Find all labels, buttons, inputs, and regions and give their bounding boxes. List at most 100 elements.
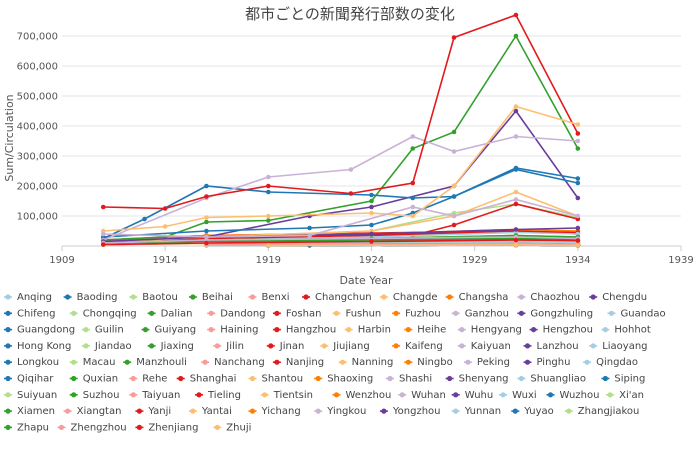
legend-item[interactable]: Siping bbox=[601, 374, 645, 385]
legend-item[interactable]: Zhuji bbox=[213, 422, 251, 433]
legend-item[interactable]: Harbin bbox=[344, 325, 391, 336]
legend-item[interactable]: Tientsin bbox=[260, 390, 313, 401]
legend-item[interactable]: Dalian bbox=[147, 308, 193, 319]
legend-item[interactable]: Beihai bbox=[188, 292, 233, 303]
legend-item[interactable]: Suzhou bbox=[69, 390, 120, 401]
legend-item[interactable]: Yongzhou bbox=[379, 406, 441, 417]
legend-item[interactable]: Jiaxing bbox=[147, 341, 194, 352]
legend-item[interactable]: Fushun bbox=[332, 308, 382, 319]
legend-item[interactable]: Jinan bbox=[266, 341, 305, 352]
legend-item[interactable]: Chaozhou bbox=[517, 292, 580, 303]
legend-item[interactable]: Guandao bbox=[607, 308, 666, 319]
legend-item[interactable]: Jilin bbox=[213, 341, 244, 352]
legend-item[interactable]: Qingdao bbox=[583, 357, 638, 368]
legend-item[interactable]: Suiyuan bbox=[4, 390, 57, 401]
legend-swatch-marker bbox=[5, 327, 11, 333]
legend-item[interactable]: Wuhu bbox=[451, 390, 494, 401]
legend-item[interactable]: Wenzhou bbox=[332, 390, 392, 401]
legend-item[interactable]: Kaiyuan bbox=[457, 341, 511, 352]
legend-item[interactable]: Chongqing bbox=[69, 308, 137, 319]
legend-item[interactable]: Chifeng bbox=[4, 308, 55, 319]
legend-item[interactable]: Changde bbox=[379, 292, 438, 303]
x-tick-label: 1919 bbox=[256, 255, 281, 266]
data-point bbox=[204, 194, 209, 199]
data-point bbox=[451, 129, 457, 135]
legend-item[interactable]: Hengzhou bbox=[529, 325, 593, 336]
legend-item[interactable]: Tieling bbox=[195, 390, 241, 401]
legend-item[interactable]: Zhapu bbox=[4, 422, 49, 433]
legend-item[interactable]: Anqing bbox=[4, 292, 52, 303]
legend-item[interactable]: Gongzhuling bbox=[517, 308, 593, 319]
data-point bbox=[307, 233, 312, 238]
legend-item[interactable]: Jiujiang bbox=[320, 341, 370, 352]
legend-item[interactable]: Liaoyang bbox=[589, 341, 648, 352]
legend-item[interactable]: Ningbo bbox=[404, 357, 453, 368]
legend-item[interactable]: Xiangtan bbox=[63, 406, 122, 417]
legend-item[interactable]: Hengyang bbox=[457, 325, 522, 336]
legend-item[interactable]: Peking bbox=[463, 357, 510, 368]
legend-item[interactable]: Macau bbox=[69, 357, 116, 368]
legend-item[interactable]: Shanghai bbox=[176, 374, 237, 385]
legend-item[interactable]: Shantou bbox=[248, 374, 304, 385]
y-tick-label: 200,000 bbox=[17, 182, 58, 193]
legend-item[interactable]: Jiandao bbox=[81, 341, 132, 352]
legend-item[interactable]: Kaifeng bbox=[392, 341, 443, 352]
legend-item[interactable]: Dandong bbox=[207, 308, 266, 319]
series-zhuji bbox=[266, 242, 581, 248]
legend-item[interactable]: Hangzhou bbox=[272, 325, 336, 336]
data-point bbox=[410, 146, 416, 151]
data-point bbox=[513, 12, 519, 18]
legend-item[interactable]: Yunnan bbox=[451, 406, 501, 417]
legend-item[interactable]: Foshan bbox=[272, 308, 322, 319]
legend-item[interactable]: Chengdu bbox=[589, 292, 647, 303]
x-tick-label: 1934 bbox=[565, 255, 590, 266]
legend-item[interactable]: Wuzhou bbox=[546, 390, 600, 401]
legend-item[interactable]: Zhangjiakou bbox=[564, 406, 640, 417]
legend-item[interactable]: Guiyang bbox=[141, 325, 197, 336]
legend-item[interactable]: Manzhouli bbox=[123, 357, 187, 368]
legend-item[interactable]: Changchun bbox=[302, 292, 372, 303]
series-layer bbox=[100, 12, 581, 248]
legend-item[interactable]: Shashi bbox=[386, 374, 432, 385]
legend-item[interactable]: Changsha bbox=[445, 292, 509, 303]
legend-item[interactable]: Yanji bbox=[135, 406, 171, 417]
legend-item[interactable]: Baoding bbox=[63, 292, 118, 303]
legend-item[interactable]: Quxian bbox=[69, 374, 118, 385]
legend-item[interactable]: Xiamen bbox=[4, 406, 55, 417]
legend-item[interactable]: Longkou bbox=[4, 357, 59, 368]
legend-item[interactable]: Haining bbox=[207, 325, 258, 336]
legend-item[interactable]: Wuxi bbox=[499, 390, 537, 401]
legend-item[interactable]: Fuzhou bbox=[392, 308, 441, 319]
legend-item[interactable]: Wuhan bbox=[398, 390, 446, 401]
legend-item[interactable]: Taiyuan bbox=[129, 390, 180, 401]
legend-item[interactable]: Baotou bbox=[129, 292, 178, 303]
data-point bbox=[513, 134, 519, 139]
legend-item[interactable]: Shaoxing bbox=[314, 374, 373, 385]
legend-item[interactable]: Zhenjiang bbox=[135, 422, 198, 433]
legend-item[interactable]: Yichang bbox=[248, 406, 301, 417]
legend-label: Macau bbox=[83, 357, 116, 368]
legend-item[interactable]: Guangdong bbox=[4, 325, 75, 336]
legend-item[interactable]: Nanning bbox=[338, 357, 394, 368]
legend-item[interactable]: Yingkou bbox=[314, 406, 366, 417]
legend-item[interactable]: Yuyao bbox=[511, 406, 554, 417]
data-point bbox=[369, 210, 374, 216]
legend-item[interactable]: Nanchang bbox=[201, 357, 265, 368]
legend-item[interactable]: Hohhot bbox=[601, 325, 651, 336]
legend-item[interactable]: Ganzhou bbox=[451, 308, 509, 319]
legend-item[interactable]: Lanzhou bbox=[523, 341, 579, 352]
legend-item[interactable]: Hong Kong bbox=[4, 341, 71, 352]
legend-item[interactable]: Qiqihar bbox=[4, 374, 54, 385]
legend-item[interactable]: Nanjing bbox=[272, 357, 324, 368]
legend-item[interactable]: Benxi bbox=[248, 292, 290, 303]
legend-item[interactable]: Heihe bbox=[404, 325, 446, 336]
legend-item[interactable]: Pinghu bbox=[523, 357, 571, 368]
legend-item[interactable]: Guilin bbox=[81, 325, 124, 336]
legend-item[interactable]: Shenyang bbox=[445, 374, 509, 385]
legend-item[interactable]: Shuangliao bbox=[517, 374, 586, 385]
legend-item[interactable]: Rehe bbox=[129, 374, 167, 385]
legend-item[interactable]: Xi'an bbox=[606, 390, 644, 401]
legend-item[interactable]: Zhengzhou bbox=[57, 422, 127, 433]
legend-swatch-marker bbox=[315, 408, 321, 414]
legend-item[interactable]: Yantai bbox=[188, 406, 232, 417]
